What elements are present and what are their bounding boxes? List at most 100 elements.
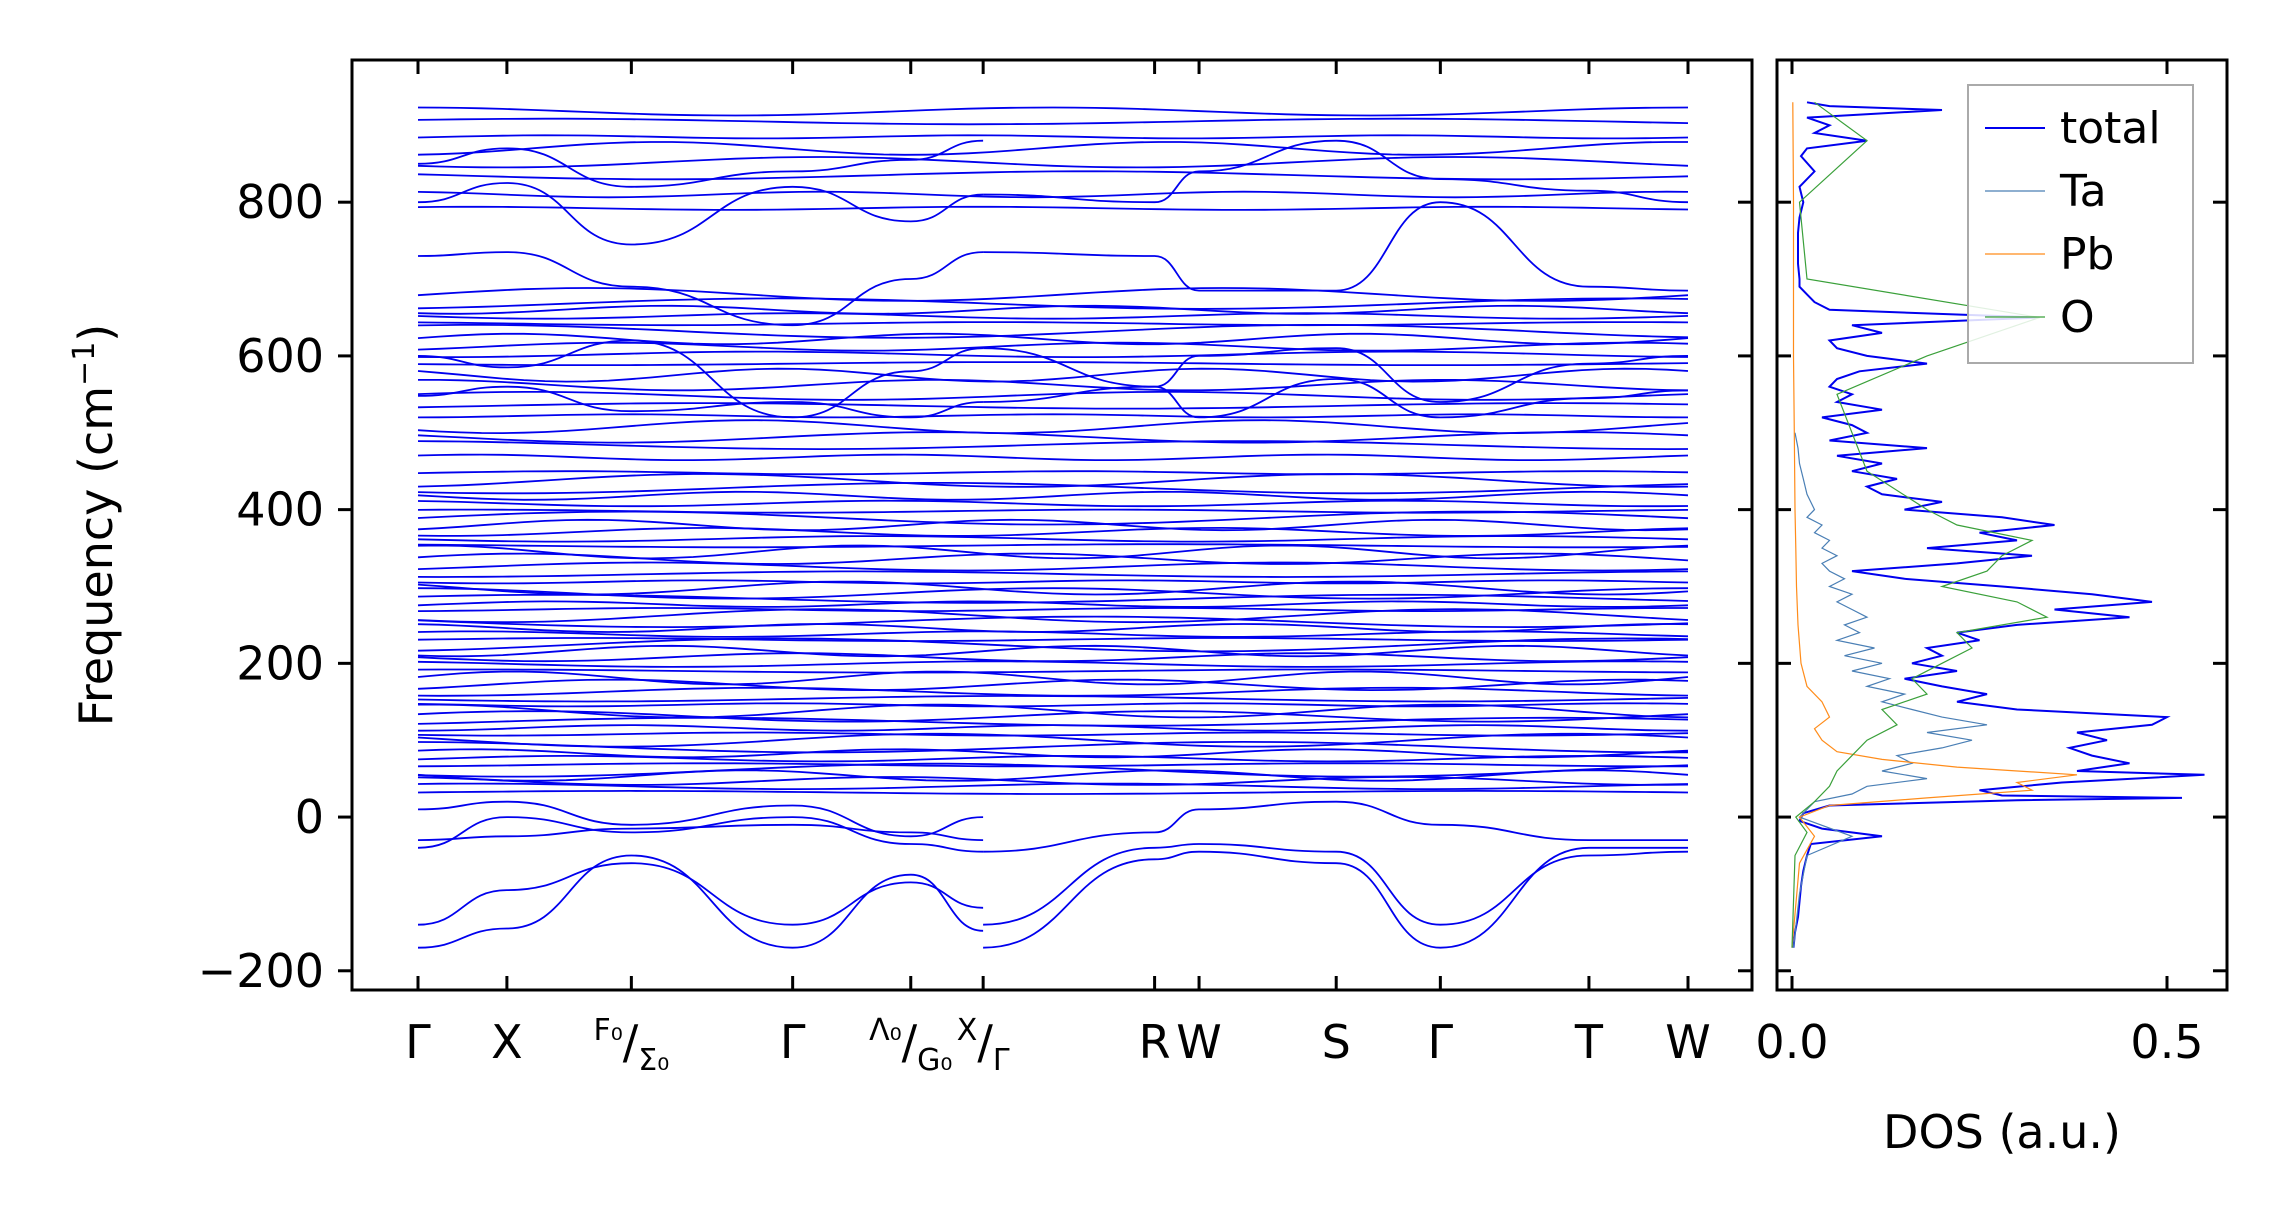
- ytick-label: −200: [198, 944, 324, 998]
- dos-o-line: [1791, 101, 2049, 948]
- band-line: [417, 644, 1689, 658]
- band-line: [417, 106, 1689, 117]
- band-line: [417, 350, 1689, 358]
- band-line: [417, 762, 1688, 768]
- dos-frame: [1775, 58, 2229, 992]
- band-line: [418, 379, 1689, 392]
- kpoint-label: R: [1139, 1015, 1171, 1069]
- band-line: [417, 535, 1689, 543]
- band-line: [417, 740, 1689, 754]
- band-line: [417, 668, 1689, 674]
- kpoint-ticks: Γ X F₀/Σ₀ Γ Λ₀/G₀X/Γ R W S Γ T W: [405, 60, 1711, 1078]
- dos-axis-title: DOS (a.u.): [1883, 1105, 2121, 1159]
- band-line: [417, 544, 1689, 560]
- dispersive-band-line: [417, 182, 984, 246]
- band-line: [417, 341, 1689, 352]
- band-line: [417, 473, 1689, 488]
- band-line: [417, 367, 1689, 383]
- dispersion-bands: [417, 106, 1689, 949]
- band-line: [417, 170, 1689, 181]
- band-line: [417, 440, 1689, 451]
- band-line: [417, 391, 1689, 401]
- dos-xtick-label: 0.0: [1755, 1015, 1828, 1069]
- band-line: [417, 579, 1689, 585]
- dispersive-band-line: [417, 385, 984, 419]
- band-line: [417, 141, 1688, 156]
- band-line: [417, 419, 1689, 435]
- band-line: [417, 776, 1689, 786]
- band-line: [417, 580, 1689, 596]
- kpoint-label: Γ: [780, 1015, 806, 1069]
- frequency-axis-unit-close: ): [69, 324, 123, 342]
- ytick-label: 0: [295, 790, 324, 844]
- legend-label: total: [2060, 103, 2161, 154]
- dos-curves: [1791, 101, 2205, 948]
- band-line: [417, 561, 1689, 572]
- band-line: [417, 402, 1689, 410]
- band-line: [417, 361, 1689, 366]
- dispersive-band-line: [983, 846, 1688, 949]
- band-line: [417, 287, 1689, 302]
- band-line: [417, 637, 1689, 643]
- ytick-label: 200: [236, 636, 324, 690]
- band-line: [417, 499, 1689, 508]
- dispersive-band-line: [417, 139, 984, 188]
- band-line: [417, 652, 1689, 663]
- band-line: [417, 769, 1689, 782]
- band-line: [417, 508, 1689, 514]
- dos-xtick-label: 0.5: [2130, 1015, 2203, 1069]
- band-line: [417, 413, 1689, 419]
- kpoint-label: W: [1176, 1015, 1221, 1069]
- band-line: [417, 686, 1689, 697]
- band-line: [417, 702, 1689, 708]
- band-line: [417, 324, 1689, 339]
- band-line: [417, 490, 1689, 501]
- band-line: [417, 304, 1689, 315]
- dispersive-band-line: [983, 201, 1689, 292]
- dispersive-band-line: [983, 347, 1689, 403]
- dispersive-band-line: [417, 800, 984, 838]
- kpoint-label: T: [1574, 1015, 1604, 1069]
- band-line: [417, 587, 1689, 600]
- band-line: [417, 482, 1689, 495]
- dispersion-frame: [350, 58, 1754, 992]
- band-line: [417, 615, 1689, 629]
- band-line: [417, 608, 1689, 624]
- dos-ticks: 0.0 0.5: [1755, 60, 2204, 1069]
- ytick-label: 800: [236, 175, 324, 229]
- ytick-label: 400: [236, 483, 324, 537]
- kpoint-label: Γ: [1428, 1015, 1454, 1069]
- dos-total-line: [1792, 101, 2205, 948]
- legend-label: Pb: [2060, 229, 2114, 280]
- dispersive-band-line: [417, 816, 984, 853]
- band-line: [417, 470, 1689, 476]
- dispersive-band-line: [983, 139, 1689, 204]
- band-line: [417, 670, 1689, 686]
- dispersive-band-line: [417, 854, 984, 949]
- band-line: [417, 748, 1689, 759]
- band-line: [417, 205, 1689, 211]
- band-line: [417, 321, 1689, 327]
- dispersive-band-line: [417, 862, 984, 926]
- legend-label: Ta: [2059, 166, 2107, 217]
- dispersive-band-line: [417, 823, 984, 841]
- band-line: [417, 637, 1689, 653]
- band-line: [417, 156, 1689, 169]
- dispersive-band-line: [417, 251, 984, 327]
- band-line: [417, 518, 1689, 532]
- band-line: [417, 117, 1689, 126]
- band-line: [417, 543, 1689, 549]
- legend-label: O: [2060, 292, 2095, 343]
- frequency-axis-unit-exponent: −1: [67, 342, 102, 386]
- band-line: [417, 782, 1689, 790]
- dispersion-panel: Γ X F₀/Σ₀ Γ Λ₀/G₀X/Γ R W S Γ T W −2000200400600800…: [67, 58, 1754, 1078]
- band-line: [417, 526, 1689, 537]
- kpoint-label: X: [491, 1015, 523, 1069]
- dispersive-band-line: [417, 339, 984, 419]
- band-line: [417, 660, 1689, 668]
- frequency-ticks: −200 0 200 400 600 800: [198, 175, 1752, 998]
- band-line: [417, 789, 1689, 795]
- dos-pb-line: [1791, 102, 2078, 948]
- band-line: [417, 732, 1689, 748]
